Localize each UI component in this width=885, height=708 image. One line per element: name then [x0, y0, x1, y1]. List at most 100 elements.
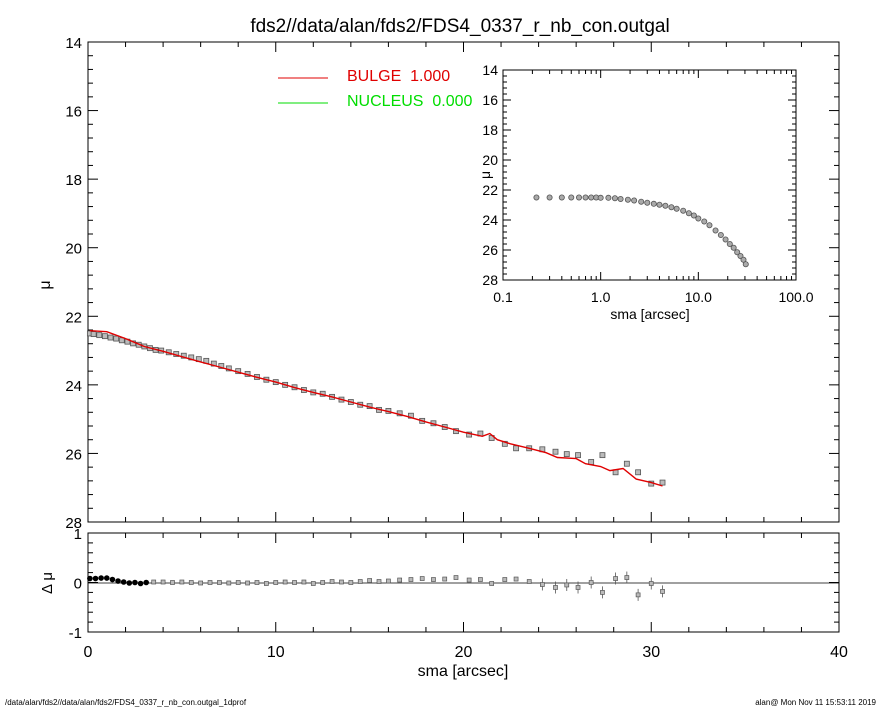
inset-axis-ticks: [502, 69, 797, 281]
main-y-tick-label: 28: [65, 515, 82, 532]
main-y-tick-label: 18: [65, 172, 82, 189]
inset-x-axis-label: sma [arcsec]: [610, 306, 689, 322]
residual-point: [217, 580, 222, 585]
main-y-tick-label: 20: [65, 241, 82, 258]
residual-point: [98, 575, 104, 581]
x-tick-label: 40: [830, 644, 848, 661]
residual-point: [301, 579, 307, 585]
data-point: [218, 363, 225, 369]
inset-data-point: [558, 194, 565, 201]
inset-data-point: [638, 198, 645, 205]
residual-panel: 10-1 0 10 20 30 40 Δ μ sma [arcsec]: [39, 526, 848, 680]
inset-data-point: [717, 231, 724, 238]
residual-point: [329, 579, 335, 584]
x-tick-label: 10: [267, 644, 285, 661]
data-point: [599, 452, 606, 459]
residual-point: [92, 575, 99, 582]
residual-point: [588, 580, 594, 585]
main-y-tick-labels: 14 16 18 20 22 24 26 28: [65, 35, 82, 532]
residual-point: [526, 579, 532, 584]
inset-y-tick-label: 22: [482, 182, 498, 198]
inset-y-tick-label: 26: [482, 242, 498, 258]
inset-data-point: [722, 236, 729, 243]
residual-point: [151, 579, 157, 585]
residual-point: [137, 580, 144, 587]
residual-point: [624, 575, 630, 580]
inset-x-tick-label: 100.0: [778, 289, 813, 305]
data-point: [635, 469, 642, 476]
residual-point: [419, 576, 425, 581]
inset-data-point: [662, 202, 669, 209]
main-y-tick-label: 26: [65, 446, 82, 463]
footer-file-path: /data/alan/fds2//data/alan/fds2/FDS4_033…: [5, 698, 247, 707]
inset-y-tick-label: 28: [482, 272, 498, 288]
residual-point: [254, 580, 260, 585]
residual-point: [376, 579, 382, 584]
legend: BULGE 1.000 NUCLEUS 0.000: [278, 68, 472, 110]
inset-y-tick-labels: 14 16 18 20 22 24 26 28: [482, 62, 498, 288]
residual-point: [348, 580, 354, 585]
residual-point: [170, 580, 175, 585]
inset-data-point: [726, 240, 733, 247]
data-point: [659, 479, 666, 486]
residual-point: [160, 579, 166, 585]
data-point: [623, 460, 630, 467]
inset-data-point: [668, 204, 675, 211]
legend-nucleus-label: NUCLEUS 0.000: [347, 93, 472, 110]
inset-log-profile-panel: 14 16 18 20 22 24 26 28 0.1 1.0 10.0 100.0 μ sma […: [477, 62, 814, 322]
inset-data-point: [617, 195, 624, 202]
x-tick-label: 20: [455, 644, 473, 661]
residual-point: [126, 580, 133, 586]
inset-data-point: [568, 194, 575, 201]
residual-point: [478, 577, 483, 582]
residual-y-tick-label: -1: [69, 625, 82, 642]
main-y-tick-label: 24: [65, 378, 82, 395]
inset-data-point: [605, 194, 612, 201]
inset-x-tick-label: 0.1: [493, 289, 513, 305]
residual-point: [442, 576, 448, 582]
data-point: [575, 452, 581, 459]
residual-point: [600, 590, 605, 595]
residual-point: [188, 580, 194, 585]
inset-data-point: [706, 222, 713, 229]
residual-point: [466, 577, 472, 583]
inset-data-point: [624, 196, 631, 203]
residual-point: [103, 575, 110, 581]
data-point: [101, 333, 108, 340]
residual-point: [273, 580, 279, 585]
data-point: [563, 451, 570, 458]
inset-data-point: [656, 201, 663, 208]
residual-point: [397, 577, 403, 583]
inset-y-tick-label: 24: [482, 212, 498, 228]
x-tick-labels: 0 10 20 30 40: [84, 644, 848, 661]
residual-point: [245, 580, 250, 586]
inset-data-point: [546, 194, 553, 201]
residual-point: [120, 579, 127, 585]
residual-point: [115, 578, 121, 584]
residual-point: [282, 579, 288, 585]
inset-plot-frame: [502, 69, 797, 281]
inset-data-point: [742, 261, 749, 268]
residual-point: [453, 575, 459, 580]
inset-x-tick-label: 1.0: [591, 289, 611, 305]
residual-point: [132, 579, 138, 586]
residual-point: [357, 579, 363, 584]
inset-x-tick-labels: 0.1 1.0 10.0 100.0: [493, 289, 813, 305]
residual-point: [109, 576, 116, 583]
legend-bulge-label: BULGE 1.000: [347, 68, 450, 85]
inset-y-axis-label: μ: [477, 171, 493, 179]
residual-point: [339, 579, 344, 585]
inset-x-tick-label: 10.0: [685, 289, 712, 305]
residual-point: [292, 580, 297, 585]
residual-axis-ticks: [87, 532, 840, 633]
residual-point: [320, 580, 326, 585]
residual-y-tick-labels: 1 0 -1: [69, 526, 82, 642]
data-point: [513, 445, 519, 452]
residual-point: [564, 582, 570, 588]
residual-data-points: [87, 571, 665, 601]
inset-data-point: [650, 200, 657, 207]
inset-data-point: [644, 199, 651, 206]
residual-point: [179, 579, 185, 585]
inset-data-point: [631, 197, 638, 204]
